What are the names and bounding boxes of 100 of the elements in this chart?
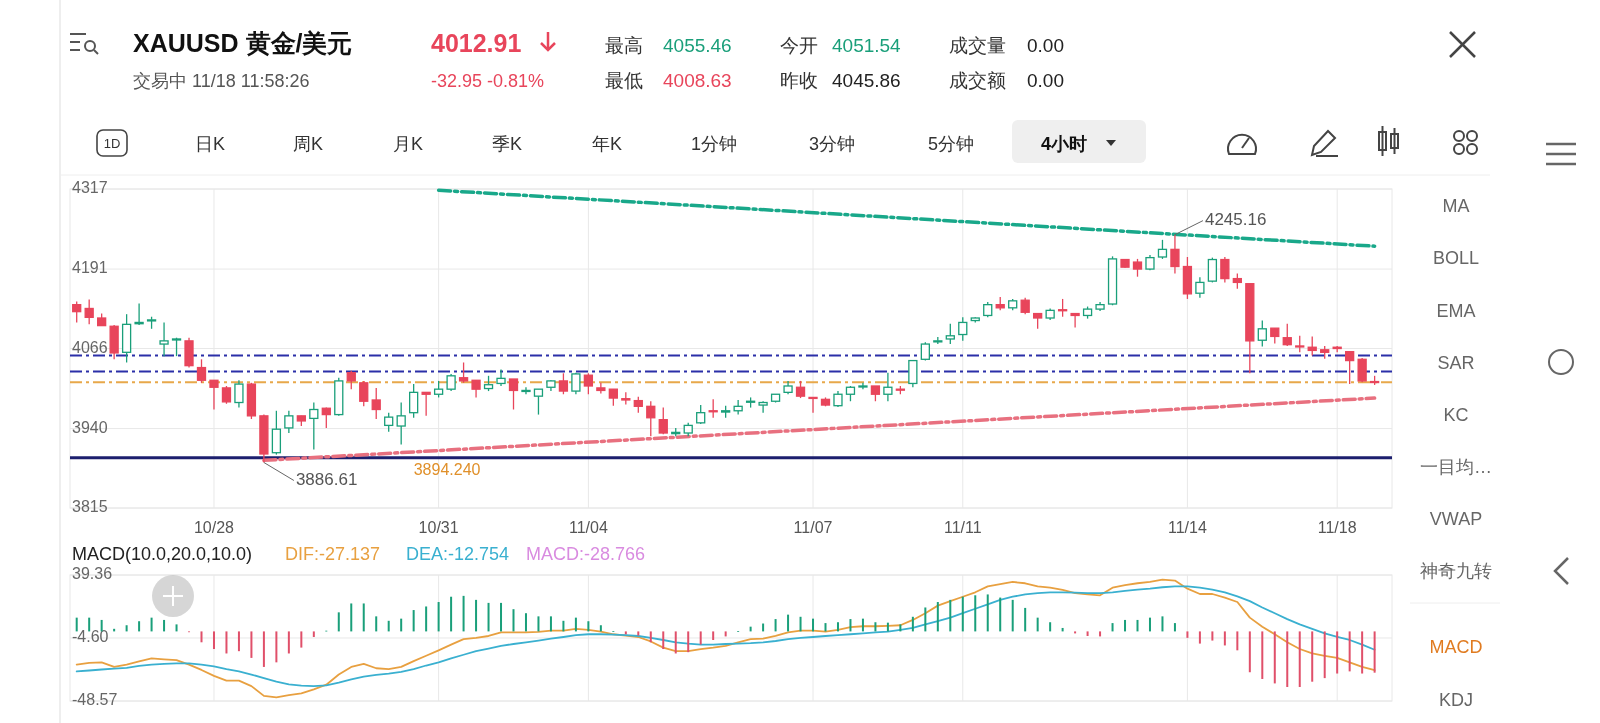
text: 1分钟 <box>690 134 738 154</box>
text: 4小时 <box>1040 134 1088 154</box>
candlestick <box>234 379 244 409</box>
text: 成交量 <box>949 35 1006 56</box>
candlestick <box>883 372 893 402</box>
bar <box>450 596 453 632</box>
candlestick <box>1307 335 1317 357</box>
chart-title: XAUUSD 黄金/美元 <box>133 29 353 57</box>
candlestick <box>733 399 743 416</box>
bar <box>524 613 527 632</box>
x-tick-label: 11/11 <box>943 519 982 536</box>
bar <box>150 617 153 632</box>
bar <box>861 618 864 632</box>
text: 0.00 <box>1027 70 1064 91</box>
bar <box>1136 619 1139 632</box>
text: 0.00 <box>1027 35 1064 56</box>
bar <box>799 616 802 632</box>
text: MACD <box>1429 637 1483 657</box>
annotation: 4245.16 <box>1204 210 1267 230</box>
bar <box>886 622 889 632</box>
bar <box>337 612 340 632</box>
candlestick <box>945 323 955 345</box>
text: 神奇九转 <box>1420 561 1492 581</box>
x-tick-label: 10/31 <box>418 519 459 536</box>
bar <box>1074 631 1077 634</box>
bar <box>100 619 103 632</box>
bar <box>362 603 365 632</box>
text: MACD:-28.766 <box>526 544 646 564</box>
bar <box>400 618 403 632</box>
candlestick <box>758 400 768 414</box>
bar <box>1336 631 1339 674</box>
candlestick <box>646 400 656 437</box>
bar <box>924 607 927 632</box>
text: 3分钟 <box>808 134 856 154</box>
candlestick <box>396 401 406 446</box>
bar <box>662 631 665 650</box>
text: DEA:-12.754 <box>406 544 510 564</box>
candlestick <box>708 398 718 419</box>
text: KDJ <box>1438 690 1474 710</box>
y-tick-label: 39.36 <box>72 565 113 583</box>
candlestick <box>72 300 82 324</box>
bar <box>624 631 627 635</box>
candlestick <box>196 358 207 384</box>
bar <box>350 603 353 632</box>
candlestick <box>958 316 968 342</box>
text: 年K <box>591 134 623 154</box>
bar <box>462 595 465 632</box>
bar <box>911 616 914 632</box>
text: EMA <box>1436 301 1476 321</box>
text: 4051.54 <box>832 35 902 56</box>
bar <box>699 631 702 645</box>
y-tick-label: 4317 <box>72 179 108 197</box>
x-tick-label: 10/28 <box>193 519 235 536</box>
bar <box>1111 623 1114 632</box>
bar <box>899 624 902 632</box>
text: 4055.46 <box>663 35 732 56</box>
bar <box>874 622 877 632</box>
bar <box>824 623 827 632</box>
bar <box>774 619 777 632</box>
candlestick <box>271 410 282 456</box>
bar <box>1099 631 1102 637</box>
candlestick <box>346 370 356 390</box>
bar <box>1049 622 1052 632</box>
bar <box>724 631 727 637</box>
bar <box>674 631 677 654</box>
bar <box>212 631 215 650</box>
bar <box>262 631 265 667</box>
candlestick <box>409 383 419 419</box>
bar <box>412 610 415 632</box>
chart-title: MACD(10.0,20.0,10.0) <box>72 544 253 564</box>
bar <box>387 620 390 632</box>
text: BOLL <box>1432 248 1480 268</box>
bar <box>1024 607 1027 632</box>
candlestick <box>1157 239 1168 260</box>
bar <box>599 625 602 632</box>
annotation: 3886.61 <box>295 469 358 489</box>
candlestick <box>284 410 294 434</box>
bar <box>312 631 315 637</box>
candlestick <box>384 412 394 433</box>
x-tick-label: 11/18 <box>1317 519 1357 536</box>
x-tick-label: 11/07 <box>793 519 833 536</box>
bar <box>961 596 964 632</box>
bar <box>487 602 490 632</box>
candlestick <box>84 298 94 325</box>
bar <box>1261 631 1264 679</box>
candlestick <box>1220 256 1230 284</box>
candlestick <box>696 404 706 425</box>
candlestick <box>808 396 818 414</box>
bar <box>1161 616 1164 632</box>
bar <box>275 631 278 663</box>
bar <box>163 619 166 632</box>
candlestick <box>496 368 506 387</box>
text: 一目均… <box>1420 457 1492 477</box>
bar <box>974 595 977 632</box>
bar <box>287 631 290 654</box>
y-tick-label: 3940 <box>72 418 108 436</box>
bar <box>1273 631 1276 684</box>
bar <box>549 616 552 632</box>
bar <box>200 631 203 643</box>
bar <box>425 606 428 632</box>
